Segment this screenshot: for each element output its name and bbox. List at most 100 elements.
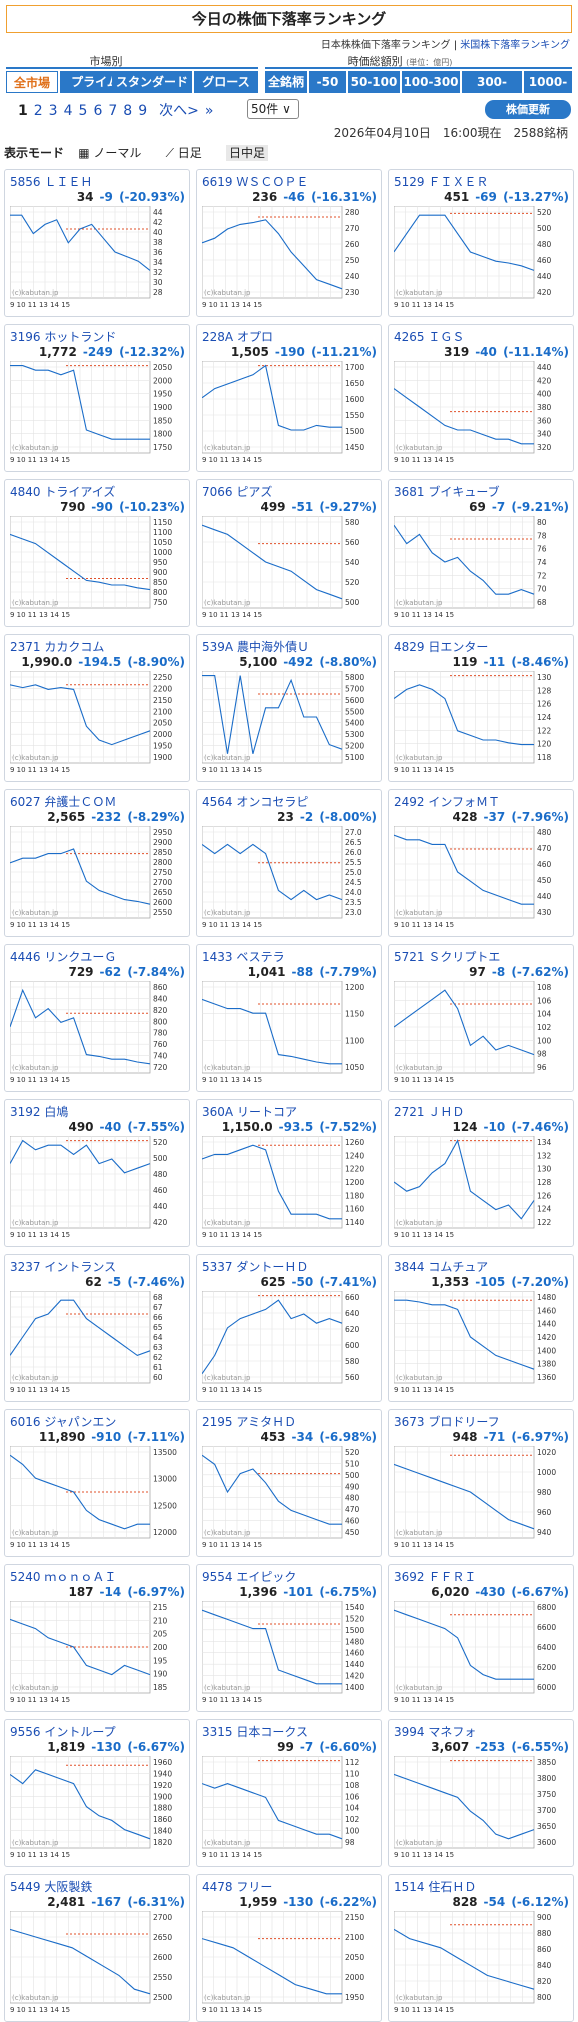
cap-tab-0[interactable]: 全銘柄 <box>265 71 307 93</box>
stock-card[interactable]: 3692 ＦＦＲＩ 6,020 -430 (-6.67%) 6800 6600 6400 6… <box>388 1564 574 1712</box>
stock-code-name[interactable]: 360A リートコア <box>202 1103 297 1120</box>
stock-code-name[interactable]: 228A オプロ <box>202 328 273 345</box>
stock-code-name[interactable]: 3994 マネフォ <box>394 1723 476 1740</box>
stock-card[interactable]: 5337 ダントーＨＤ 625 -50 (-7.41%) 660 640 620 600 58… <box>196 1254 382 1402</box>
stock-code-name[interactable]: 3237 イントランス <box>10 1258 116 1275</box>
stock-code-name[interactable]: 2721 ＪＨＤ <box>394 1103 464 1120</box>
stock-code-name[interactable]: 1514 住石ＨＤ <box>394 1878 476 1895</box>
stock-code-name[interactable]: 6027 弁護士ＣＯＭ <box>10 793 116 810</box>
stock-code-name[interactable]: 4265 ＩＧＳ <box>394 328 464 345</box>
stock-code-name[interactable]: 9554 エイピック <box>202 1568 296 1585</box>
stock-card[interactable]: 5856 ＬＩＥＨ 34 -9 (-20.93%) 44 42 40 38 36 34 32 30 2… <box>4 169 190 317</box>
stock-card[interactable]: 4829 日エンター 119 -11 (-8.46%) 130 128 126 124 122… <box>388 634 574 782</box>
stock-card[interactable]: 4840 トライアイズ 790 -90 (-10.23%) 1150 1100 1050 1… <box>4 479 190 627</box>
stock-card[interactable]: 9554 エイピック 1,396 -101 (-6.75%) 1540 1520 1500… <box>196 1564 382 1712</box>
stock-card[interactable]: 3844 コムチュア 1,353 -105 (-7.20%) 1480 1460 1440… <box>388 1254 574 1402</box>
page-link-2[interactable]: 2 <box>33 103 43 119</box>
per-page-select[interactable]: 50件 ∨ <box>247 99 299 119</box>
stock-code-name[interactable]: 6619 ＷＳＣＯＰＥ <box>202 173 308 190</box>
stock-card[interactable]: 3192 白鳩 490 -40 (-7.55%) 520 500 480 460 440 420… <box>4 1099 190 1247</box>
page-link-3[interactable]: 3 <box>48 103 58 119</box>
stock-card[interactable]: 3994 マネフォ 3,607 -253 (-6.55%) 3850 3800 3750 3… <box>388 1719 574 1867</box>
stock-code-name[interactable]: 7066 ピアズ <box>202 483 272 500</box>
refresh-button[interactable]: 株価更新 <box>485 100 571 119</box>
stock-card[interactable]: 228A オプロ 1,505 -190 (-11.21%) 1700 1650 1600 1… <box>196 324 382 472</box>
stock-card[interactable]: 4265 ＩＧＳ 319 -40 (-11.14%) 440 420 400 380 360 3… <box>388 324 574 472</box>
page-link-6[interactable]: 6 <box>93 103 103 119</box>
stock-code-name[interactable]: 5856 ＬＩＥＨ <box>10 173 92 190</box>
stock-card[interactable]: 1433 ベステラ 1,041 -88 (-7.79%) 1200 1150 1100 10… <box>196 944 382 1092</box>
page-link-9[interactable]: 9 <box>138 103 148 119</box>
next-page-link[interactable]: 次へ> <box>159 103 199 119</box>
stock-card[interactable]: 2721 ＪＨＤ 124 -10 (-7.46%) 134 132 130 128 126 12… <box>388 1099 574 1247</box>
cap-tab-4[interactable]: 300-1000 <box>462 71 522 111</box>
stock-code-name[interactable]: 3692 ＦＦＲＩ <box>394 1568 476 1585</box>
cap-tab-2[interactable]: 50-100 <box>348 71 400 93</box>
cap-tab-1[interactable]: -50 <box>309 71 346 93</box>
stock-code-name[interactable]: 9556 イントループ <box>10 1723 116 1740</box>
stock-code-name[interactable]: 4829 日エンター <box>394 638 488 655</box>
page-link-7[interactable]: 7 <box>108 103 118 119</box>
stock-card[interactable]: 5129 ＦＩＸＥＲ 451 -69 (-13.27%) 520 500 480 460 44… <box>388 169 574 317</box>
stock-card[interactable]: 2195 アミタＨＤ 453 -34 (-6.98%) 520 510 500 490 480… <box>196 1409 382 1557</box>
page-link-5[interactable]: 5 <box>78 103 88 119</box>
page-link-4[interactable]: 4 <box>63 103 73 119</box>
stock-code-name[interactable]: 5337 ダントーＨＤ <box>202 1258 308 1275</box>
market-tab-3[interactable]: グロース <box>194 71 258 93</box>
stock-card[interactable]: 9556 イントループ 1,819 -130 (-6.67%) 1960 1940 192… <box>4 1719 190 1867</box>
cap-tab-5[interactable]: 1000- <box>524 71 572 93</box>
y-tick-label: 340 <box>537 430 552 439</box>
stock-card[interactable]: 3315 日本コークス 99 -7 (-6.60%) 112 110 108 106 104 1… <box>196 1719 382 1867</box>
stock-code-name[interactable]: 4840 トライアイズ <box>10 483 115 500</box>
stock-card[interactable]: 3237 イントランス 62 -5 (-7.46%) 68 67 66 65 64 63 62 61… <box>4 1254 190 1402</box>
last-page-link[interactable]: » <box>204 103 214 119</box>
stock-code-name[interactable]: 6016 ジャパンエン <box>10 1413 116 1430</box>
stock-code-name[interactable]: 3673 ブロドリーフ <box>394 1413 500 1430</box>
stock-card[interactable]: 4478 フリー 1,959 -130 (-6.22%) 2150 2100 2050 20… <box>196 1874 382 2022</box>
stock-code-name[interactable]: 5721 Ｓクリプトエ <box>394 948 500 965</box>
stock-code-name[interactable]: 3192 白鳩 <box>10 1103 68 1120</box>
stock-card[interactable]: 4446 リンクユーＧ 729 -62 (-7.84%) 860 840 820 800 78… <box>4 944 190 1092</box>
stock-code-name[interactable]: 539A 農中海外債Ｕ <box>202 638 309 655</box>
stock-code-name[interactable]: 4478 フリー <box>202 1878 272 1895</box>
stock-card[interactable]: 7066 ピアズ 499 -51 (-9.27%) 580 560 540 520 500 (c… <box>196 479 382 627</box>
stock-code-name[interactable]: 3844 コムチュア <box>394 1258 488 1275</box>
stock-card[interactable]: 6027 弁護士ＣＯＭ 2,565 -232 (-8.29%) 2950 2900 285… <box>4 789 190 937</box>
link-us-ranking[interactable]: 米国株下落率ランキング <box>460 40 570 51</box>
stock-code-name[interactable]: 1433 ベステラ <box>202 948 285 965</box>
stock-code-name[interactable]: 4446 リンクユーＧ <box>10 948 116 965</box>
stock-code-name[interactable]: 3196 ホットランド <box>10 328 116 345</box>
market-tab-0[interactable]: 全市場 <box>6 71 58 93</box>
stock-card[interactable]: 3673 ブロドリーフ 948 -71 (-6.97%) 1020 1000 980 960… <box>388 1409 574 1557</box>
mode-daily-tab[interactable]: ⟋ 日足 <box>165 146 202 160</box>
stock-card[interactable]: 539A 農中海外債Ｕ 5,100 -492 (-8.80%) 5800 5700 560… <box>196 634 382 782</box>
market-tab-2[interactable]: スタンダード <box>112 71 192 93</box>
stock-card[interactable]: 4564 オンコセラピ 23 -2 (-8.00%) 27.0 26.5 26.0 25.5… <box>196 789 382 937</box>
stock-code-name[interactable]: 5449 大阪製鉄 <box>10 1878 92 1895</box>
stock-code-name[interactable]: 4564 オンコセラピ <box>202 793 308 810</box>
cap-tab-3[interactable]: 100-300 <box>402 71 460 93</box>
stock-code-name[interactable]: 3315 日本コークス <box>202 1723 308 1740</box>
stock-code-name[interactable]: 2371 カカクコム <box>10 638 104 655</box>
stock-card[interactable]: 5240 ｍｏｎｏＡＩ 187 -14 (-6.97%) 215 210 205 200 19… <box>4 1564 190 1712</box>
stock-card[interactable]: 360A リートコア 1,150.0 -93.5 (-7.52%) 1260 1240 1… <box>196 1099 382 1247</box>
stock-code-name[interactable]: 5129 ＦＩＸＥＲ <box>394 173 488 190</box>
stock-card[interactable]: 5449 大阪製鉄 2,481 -167 (-6.31%) 2700 2650 2600 2… <box>4 1874 190 2022</box>
stock-card[interactable]: 3681 ブイキューブ 69 -7 (-9.21%) 80 78 76 74 72 70 68 (c… <box>388 479 574 627</box>
stock-code-name[interactable]: 2492 インフォＭＴ <box>394 793 500 810</box>
stock-card[interactable]: 6619 ＷＳＣＯＰＥ 236 -46 (-16.31%) 280 270 260 250 2… <box>196 169 382 317</box>
stock-card[interactable]: 2492 インフォＭＴ 428 -37 (-7.96%) 480 470 460 450 44… <box>388 789 574 937</box>
stock-card[interactable]: 3196 ホットランド 1,772 -249 (-12.32%) 2050 2000 19… <box>4 324 190 472</box>
stock-card[interactable]: 5721 Ｓクリプトエ 97 -8 (-7.62%) 108 106 104 102 100 9… <box>388 944 574 1092</box>
stock-card[interactable]: 2371 カカクコム 1,990.0 -194.5 (-8.90%) 2250 2200… <box>4 634 190 782</box>
intraday-chart: 80 78 76 74 72 70 68 (c)kabutan.jp 9 10 11 13 14… <box>394 516 547 619</box>
stock-card[interactable]: 6016 ジャパンエン 11,890 -910 (-7.11%) 13500 13000… <box>4 1409 190 1557</box>
mode-intraday-tab[interactable]: 日中足 <box>225 145 268 161</box>
stock-code-name[interactable]: 2195 アミタＨＤ <box>202 1413 296 1430</box>
stock-card[interactable]: 1514 住石ＨＤ 828 -54 (-6.12%) 900 880 860 840 820 8… <box>388 1874 574 2022</box>
link-jp-ranking[interactable]: 日本株株価下落率ランキング <box>320 40 451 51</box>
stock-code-name[interactable]: 5240 ｍｏｎｏＡＩ <box>10 1568 116 1585</box>
mode-normal-tab[interactable]: ▦ ノーマル <box>78 146 142 160</box>
page-link-8[interactable]: 8 <box>123 103 133 119</box>
stock-code-name[interactable]: 3681 ブイキューブ <box>394 483 500 500</box>
